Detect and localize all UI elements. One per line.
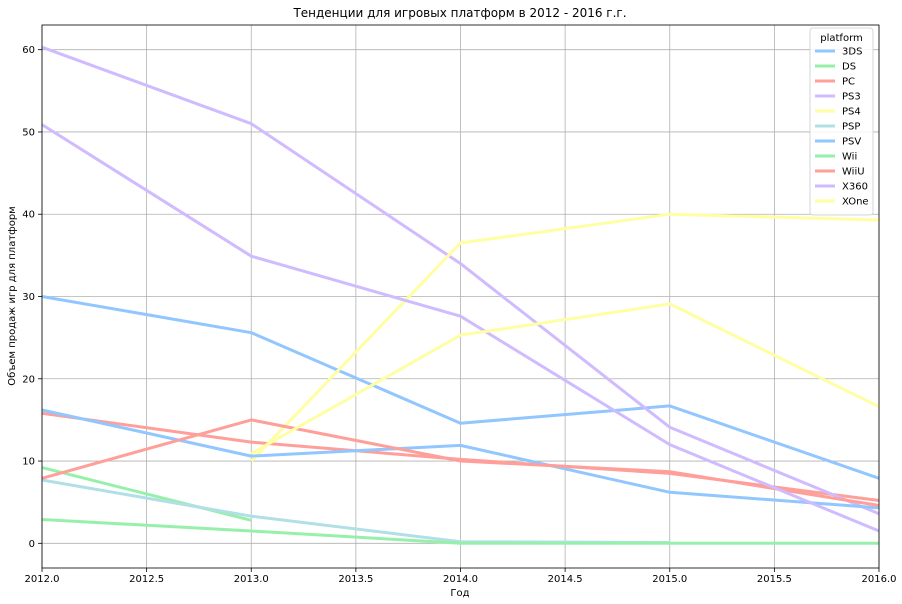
y-tick-label: 0 [29,539,35,550]
x-axis-label: Год [450,588,469,599]
y-tick-label: 30 [22,292,35,303]
series-line-xone [250,302,880,455]
series-line-wii [41,518,879,545]
x-tick-label: 2012.5 [129,574,164,585]
x-tick-label: 2015.5 [757,574,792,585]
y-tick-label: 60 [22,45,35,56]
legend-label-psp: PSP [842,122,860,133]
legend-label-psv: PSV [842,137,861,148]
legend-label-wiiu: WiiU [842,167,865,178]
legend-label-ds: DS [842,62,856,73]
legend-label-3ds: 3DS [842,47,862,58]
y-tick-label: 20 [22,374,35,385]
legend-title: platform [820,33,863,44]
y-axis-label: Объем продаж игр для платформ [7,206,18,385]
x-tick-label: 2015.0 [652,574,687,585]
y-tick-label: 50 [22,127,35,138]
x-tick-label: 2014.5 [548,574,583,585]
legend-label-wii: Wii [842,152,857,163]
x-tick-label: 2016.0 [862,574,897,585]
x-tick-label: 2014.0 [443,574,478,585]
x-tick-label: 2013.5 [338,574,373,585]
series-line-wiiu [41,418,880,507]
series-line-ps4 [250,212,880,463]
x-tick-label: 2012.0 [25,574,60,585]
legend-label-xone: XOne [842,197,869,208]
legend-label-ps4: PS4 [842,107,861,118]
series-line-ps3 [41,45,880,516]
legend-label-pc: PC [842,77,855,88]
series-lines [41,45,880,545]
series-line-3ds [41,295,880,480]
legend-box [809,27,874,216]
legend-label-ps3: PS3 [842,92,861,103]
legend-label-x360: X360 [842,182,868,193]
y-tick-label: 10 [22,457,35,468]
axis-ticks: 2012.0 2012.5 2013.0 2013.5 2014.0 2014.5 2015… [22,45,896,585]
series-line-x360 [41,123,880,533]
x-tick-label: 2013.0 [234,574,269,585]
y-tick-label: 40 [22,210,35,221]
chart-title: Тенденции для игровых платформ в 2012 - … [292,6,626,20]
legend: platform 3DS DS PC PS3 PS4 PSP PSV Wii WiiU X360 XO… [809,27,874,216]
